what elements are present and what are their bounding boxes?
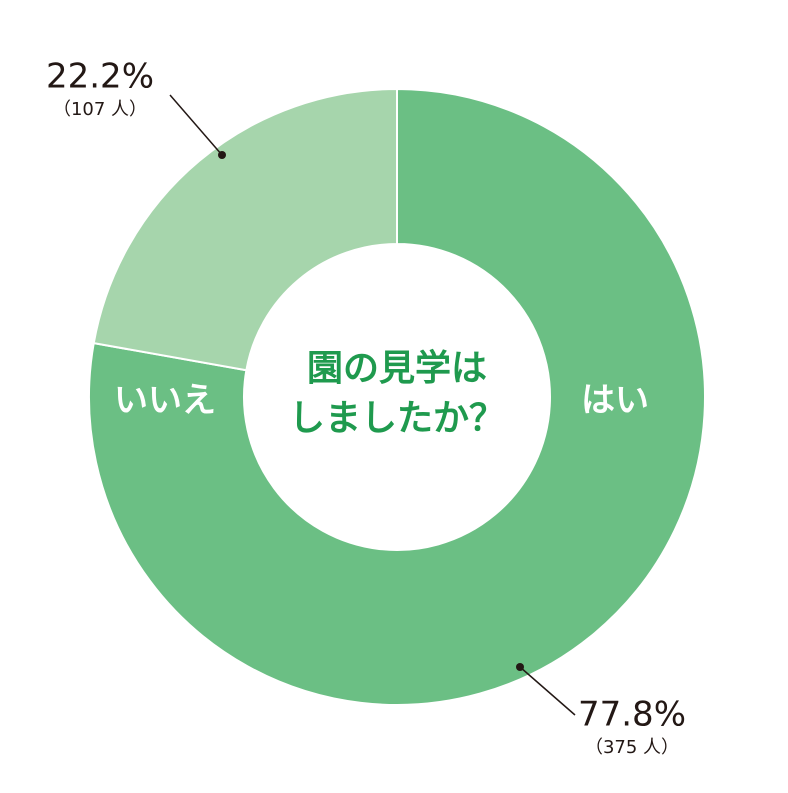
count-label: （375 人） — [585, 737, 679, 758]
leader-dot — [218, 151, 226, 159]
chart-title: しましたか？ — [289, 398, 505, 439]
category-label: いいえ — [114, 381, 216, 421]
category-label: はい — [581, 381, 649, 421]
value-label: 22.2% — [46, 57, 154, 97]
leader-line — [169, 94, 223, 156]
count-label: （107 人） — [53, 99, 147, 120]
leader-dot — [516, 663, 524, 671]
value-label: 77.8% — [578, 695, 686, 735]
chart-title: 園の見学は — [307, 347, 487, 389]
donut-slice — [92, 87, 398, 372]
donut-slice — [88, 87, 706, 706]
leader-line — [519, 666, 576, 716]
